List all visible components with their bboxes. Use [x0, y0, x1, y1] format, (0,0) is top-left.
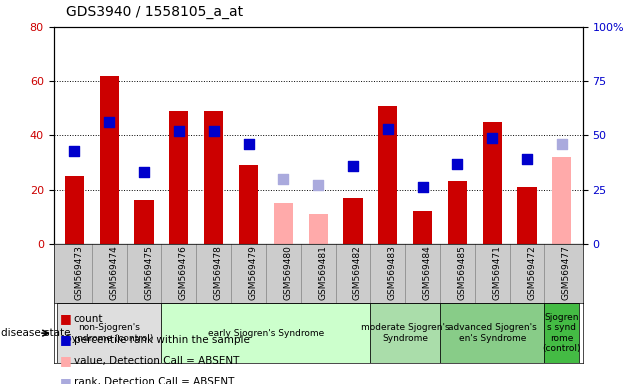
Point	[174, 128, 184, 134]
Bar	[134, 200, 154, 244]
Text: GSM569479: GSM569479	[248, 245, 258, 300]
Bar	[378, 106, 398, 244]
Text: GSM569485: GSM569485	[457, 245, 466, 300]
Text: GSM569480: GSM569480	[284, 245, 292, 300]
Point	[452, 161, 462, 167]
Bar	[274, 203, 293, 244]
Text: ■: ■	[60, 333, 72, 346]
Bar	[517, 187, 537, 244]
Text: GSM569484: GSM569484	[423, 245, 432, 300]
Point	[313, 182, 323, 188]
Text: GSM569471: GSM569471	[492, 245, 501, 300]
Text: Sjogren
s synd
rome
(control): Sjogren s synd rome (control)	[542, 313, 581, 353]
Text: advanced Sjogren's
en's Syndrome: advanced Sjogren's en's Syndrome	[448, 323, 537, 343]
Point	[487, 134, 497, 141]
Bar	[440, 303, 544, 363]
Text: early Sjogren's Syndrome: early Sjogren's Syndrome	[208, 329, 324, 338]
Text: ■: ■	[60, 312, 72, 325]
Text: GSM569478: GSM569478	[214, 245, 222, 300]
Point	[104, 119, 114, 126]
Bar	[65, 176, 84, 244]
Text: GSM569477: GSM569477	[562, 245, 571, 300]
Text: non-Sjogren's
Syndrome (control): non-Sjogren's Syndrome (control)	[66, 323, 153, 343]
Bar	[161, 303, 370, 363]
Bar	[544, 303, 579, 363]
Bar	[553, 157, 571, 244]
Text: GSM569473: GSM569473	[74, 245, 83, 300]
Point	[418, 184, 428, 190]
Point	[383, 126, 393, 132]
Text: ■: ■	[60, 354, 72, 367]
Point	[557, 141, 567, 147]
Text: value, Detection Call = ABSENT: value, Detection Call = ABSENT	[74, 356, 239, 366]
Bar	[483, 122, 502, 244]
Point	[69, 147, 79, 154]
Point	[348, 163, 358, 169]
Point	[139, 169, 149, 175]
Text: GSM569481: GSM569481	[318, 245, 327, 300]
Text: GSM569474: GSM569474	[109, 245, 118, 300]
Bar	[57, 303, 161, 363]
Point	[243, 141, 253, 147]
Text: moderate Sjogren's
Syndrome: moderate Sjogren's Syndrome	[361, 323, 449, 343]
Point	[209, 128, 219, 134]
Text: GSM569475: GSM569475	[144, 245, 153, 300]
Text: count: count	[74, 314, 103, 324]
Text: GSM569472: GSM569472	[527, 245, 536, 300]
Bar	[370, 303, 440, 363]
Point	[278, 176, 289, 182]
Point	[522, 156, 532, 162]
Bar	[169, 111, 188, 244]
Text: GSM569483: GSM569483	[388, 245, 397, 300]
Text: rank, Detection Call = ABSENT: rank, Detection Call = ABSENT	[74, 377, 234, 384]
Text: GSM569476: GSM569476	[179, 245, 188, 300]
Bar	[100, 76, 119, 244]
Text: percentile rank within the sample: percentile rank within the sample	[74, 335, 249, 345]
Text: GDS3940 / 1558105_a_at: GDS3940 / 1558105_a_at	[66, 5, 243, 19]
Bar	[343, 198, 362, 244]
Text: ■: ■	[60, 376, 72, 384]
Text: disease state: disease state	[1, 328, 70, 338]
Text: GSM569482: GSM569482	[353, 245, 362, 300]
Bar	[239, 165, 258, 244]
Bar	[309, 214, 328, 244]
Bar	[413, 211, 432, 244]
Bar	[204, 111, 223, 244]
Bar	[448, 182, 467, 244]
